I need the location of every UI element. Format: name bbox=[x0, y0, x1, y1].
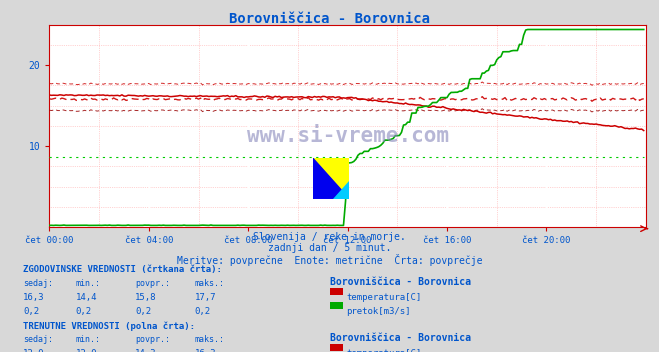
Text: 0,2: 0,2 bbox=[194, 307, 210, 316]
Text: www.si-vreme.com: www.si-vreme.com bbox=[246, 126, 449, 146]
Text: povpr.:: povpr.: bbox=[135, 279, 170, 288]
Text: 12,0: 12,0 bbox=[76, 349, 98, 352]
Text: Meritve: povprečne  Enote: metrične  Črta: povprečje: Meritve: povprečne Enote: metrične Črta:… bbox=[177, 254, 482, 266]
Text: 14,3: 14,3 bbox=[135, 349, 157, 352]
Text: maks.:: maks.: bbox=[194, 335, 225, 344]
Text: Borovniščica - Borovnica: Borovniščica - Borovnica bbox=[229, 12, 430, 26]
Text: 14,4: 14,4 bbox=[76, 293, 98, 302]
Text: temperatura[C]: temperatura[C] bbox=[346, 349, 421, 352]
Text: 0,2: 0,2 bbox=[135, 307, 151, 316]
Text: Borovniščica - Borovnica: Borovniščica - Borovnica bbox=[330, 333, 471, 343]
Text: 15,8: 15,8 bbox=[135, 293, 157, 302]
Text: 0,2: 0,2 bbox=[76, 307, 92, 316]
Text: 16,3: 16,3 bbox=[23, 293, 45, 302]
Text: zadnji dan / 5 minut.: zadnji dan / 5 minut. bbox=[268, 243, 391, 253]
Text: min.:: min.: bbox=[76, 335, 101, 344]
Polygon shape bbox=[313, 158, 349, 199]
Text: pretok[m3/s]: pretok[m3/s] bbox=[346, 307, 411, 316]
Text: Slovenija / reke in morje.: Slovenija / reke in morje. bbox=[253, 232, 406, 241]
Text: Borovniščica - Borovnica: Borovniščica - Borovnica bbox=[330, 277, 471, 287]
Text: maks.:: maks.: bbox=[194, 279, 225, 288]
Text: 0,2: 0,2 bbox=[23, 307, 39, 316]
Text: 16,3: 16,3 bbox=[194, 349, 216, 352]
Text: min.:: min.: bbox=[76, 279, 101, 288]
Text: ZGODOVINSKE VREDNOSTI (črtkana črta):: ZGODOVINSKE VREDNOSTI (črtkana črta): bbox=[23, 265, 222, 274]
Text: 17,7: 17,7 bbox=[194, 293, 216, 302]
Text: 12,0: 12,0 bbox=[23, 349, 45, 352]
Text: sedaj:: sedaj: bbox=[23, 335, 53, 344]
Text: povpr.:: povpr.: bbox=[135, 335, 170, 344]
Text: TRENUTNE VREDNOSTI (polna črta):: TRENUTNE VREDNOSTI (polna črta): bbox=[23, 321, 195, 331]
Polygon shape bbox=[333, 181, 349, 199]
Text: sedaj:: sedaj: bbox=[23, 279, 53, 288]
Polygon shape bbox=[313, 158, 349, 199]
Text: temperatura[C]: temperatura[C] bbox=[346, 293, 421, 302]
